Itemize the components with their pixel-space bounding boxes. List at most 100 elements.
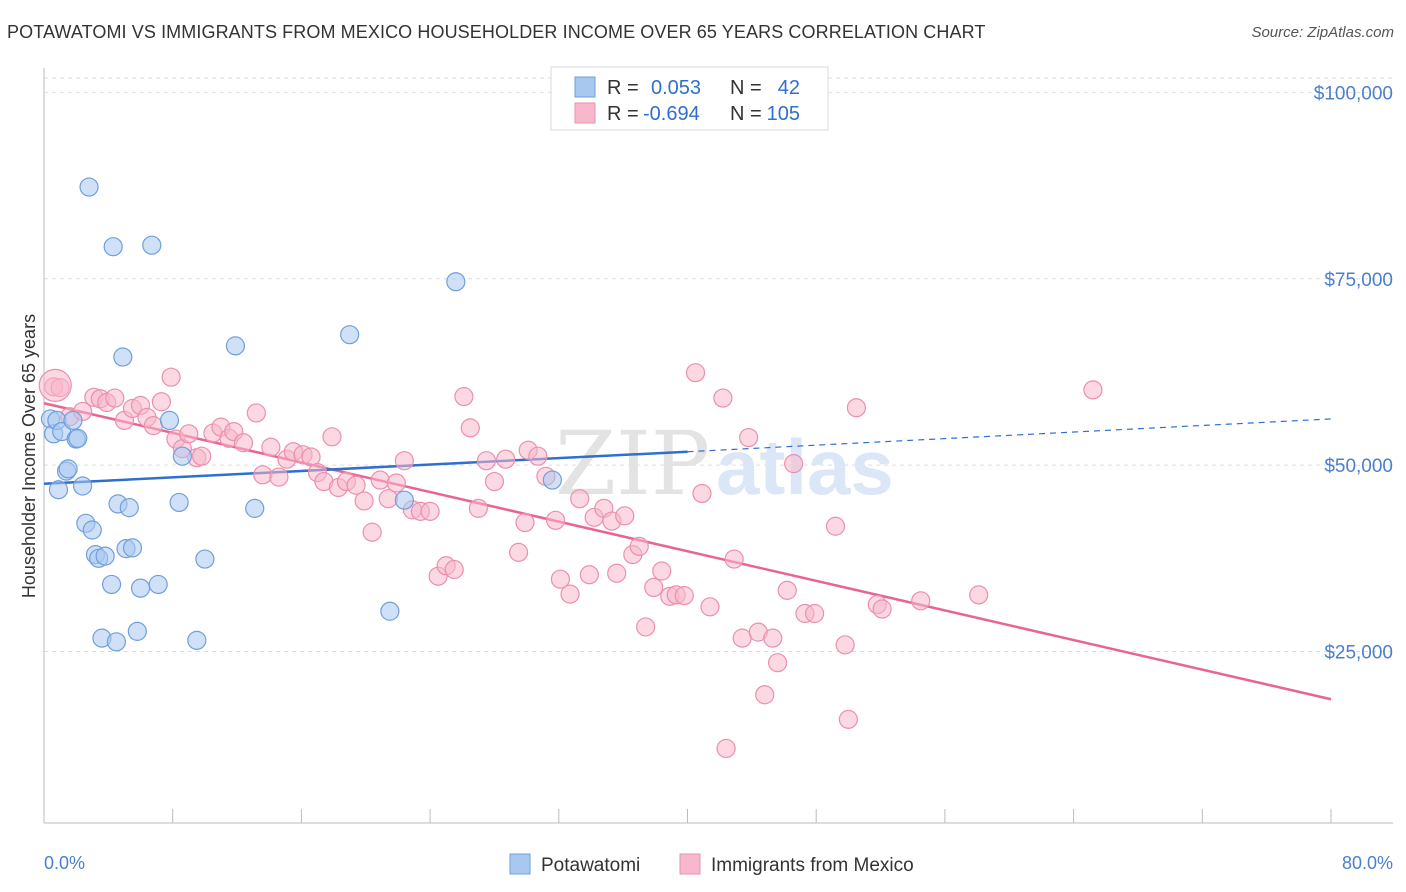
mexico-point — [508, 542, 529, 562]
mexico-point — [161, 367, 181, 387]
mexico-point — [570, 489, 590, 509]
mexico-point-cluster — [38, 368, 72, 402]
mexico-point — [872, 599, 892, 619]
mexico-point — [1083, 380, 1103, 400]
potawatomi-point — [148, 574, 168, 595]
trend-lines — [43, 402, 1332, 701]
legend-bottom: Potawatomi Immigrants from Mexico — [509, 853, 914, 876]
legend-swatch-mexico — [574, 102, 596, 124]
mexico-point — [454, 386, 474, 407]
legend-n-value-potawatomi: 42 — [778, 77, 800, 99]
mexico-point — [550, 569, 571, 589]
potawatomi-point — [195, 549, 215, 569]
mexico-point — [579, 565, 599, 585]
legend-top-box — [550, 66, 829, 131]
mexico-point — [346, 475, 366, 495]
mexico-point — [105, 388, 125, 408]
mexico-point — [652, 561, 672, 581]
mexico-point — [528, 446, 548, 466]
trend-line-potawatomi — [43, 450, 688, 486]
mexico-point — [969, 585, 989, 605]
potawatomi-point — [542, 470, 562, 490]
mexico-point — [233, 433, 254, 453]
mexico-point — [755, 685, 775, 705]
mexico-point — [460, 418, 480, 438]
mexico-point — [767, 653, 788, 673]
potawatomi-point — [225, 336, 246, 356]
mexico-point — [484, 471, 505, 492]
y-tick-labels: $25,000 $50,000 $75,000 $100,000 — [1314, 83, 1393, 663]
mexico-point — [362, 522, 382, 542]
trend-line-mexico — [43, 402, 1332, 701]
grid-lines — [44, 77, 1393, 653]
mexico-point — [713, 388, 733, 408]
potawatomi-point — [82, 520, 102, 540]
mexico-point — [515, 512, 535, 533]
mexico-point — [468, 498, 488, 518]
mexico-point — [911, 591, 931, 611]
potawatomi-point — [340, 325, 360, 345]
mexico-point — [246, 403, 266, 423]
potawatomi-point — [245, 498, 265, 518]
trend-line-potawatomi-extension — [687, 418, 1332, 453]
mexico-point — [420, 501, 440, 521]
potawatomi-point — [159, 410, 180, 431]
y-tick-label: $50,000 — [1324, 456, 1393, 477]
mexico-point — [253, 465, 273, 485]
legend-r-value-mexico: -0.694 — [643, 103, 700, 125]
mexico-point — [692, 483, 712, 504]
mexico-point — [716, 738, 736, 759]
legend-bottom-label-potawatomi: Potawatomi — [541, 855, 640, 876]
chart-source: Source: ZipAtlas.com — [1251, 24, 1394, 41]
potawatomi-point — [68, 428, 88, 448]
potawatomi-point — [380, 601, 400, 621]
mexico-point — [804, 603, 825, 624]
mexico-point — [724, 549, 744, 569]
potawatomi-point — [95, 546, 115, 566]
series-immigrants-from-mexico — [38, 363, 1103, 759]
potawatomi-point — [130, 578, 151, 598]
mexico-point — [496, 449, 516, 469]
potawatomi-point — [58, 459, 78, 479]
series-potawatomi — [40, 177, 562, 652]
mexico-point — [476, 451, 497, 471]
mexico-point — [636, 617, 656, 637]
legend-r-label-potawatomi: R = — [607, 77, 639, 99]
potawatomi-point — [63, 410, 83, 431]
legend-top: R = 0.053 N = 42 R = -0.694 N = 105 — [550, 66, 829, 131]
potawatomi-point — [113, 347, 133, 367]
x-tick-label-min: 0.0% — [44, 853, 85, 873]
potawatomi-point — [169, 492, 189, 513]
mexico-point — [629, 536, 649, 557]
x-tick-label-max: 80.0% — [1342, 853, 1393, 873]
mexico-point — [825, 516, 846, 536]
axes — [43, 68, 1393, 824]
y-tick-label: $25,000 — [1324, 643, 1393, 664]
mexico-point — [444, 559, 464, 580]
mexico-point — [151, 392, 172, 412]
chart-title: POTAWATOMI VS IMMIGRANTS FROM MEXICO HOU… — [7, 22, 986, 42]
potawatomi-point — [187, 630, 207, 650]
mexico-point — [838, 709, 858, 729]
legend-n-label-potawatomi: N = — [730, 77, 762, 99]
legend-r-value-potawatomi: 0.053 — [651, 77, 701, 99]
mexico-point — [179, 424, 199, 444]
mexico-point — [732, 628, 752, 648]
mexico-point — [763, 628, 783, 648]
legend-n-value-mexico: 105 — [767, 103, 800, 125]
mexico-point — [784, 454, 804, 474]
mexico-point — [560, 584, 580, 604]
potawatomi-point — [119, 498, 139, 518]
legend-bottom-swatch-potawatomi — [509, 853, 531, 875]
potawatomi-point — [79, 177, 99, 197]
potawatomi-point — [106, 632, 126, 652]
legend-bottom-swatch-mexico — [679, 853, 701, 875]
mexico-point — [394, 451, 414, 471]
mexico-point — [269, 467, 289, 487]
legend-n-label-mexico: N = — [730, 103, 762, 125]
mexico-point — [370, 470, 390, 490]
potawatomi-point — [127, 621, 147, 641]
potawatomi-point — [172, 446, 192, 466]
mexico-point — [192, 446, 212, 466]
